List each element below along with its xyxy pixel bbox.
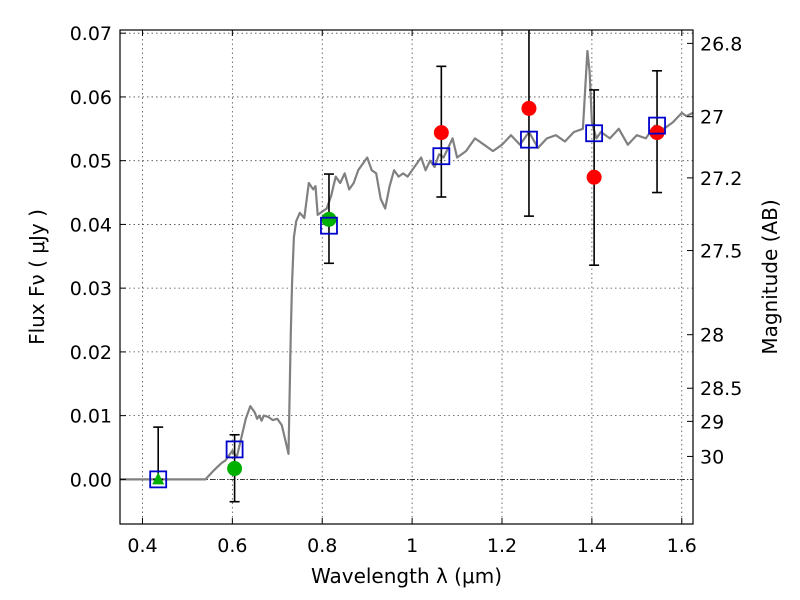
y-tick-label: 0.04 xyxy=(70,214,112,236)
model-photometry-point xyxy=(432,147,451,166)
y2-tick-label: 28 xyxy=(700,325,724,347)
y2-tick-label: 27.2 xyxy=(700,168,742,190)
x-tick-label: 0.4 xyxy=(127,535,157,557)
model-photometry-point xyxy=(520,130,538,149)
x-tick-label: 1.2 xyxy=(487,535,517,557)
x-tick-label: 1 xyxy=(406,535,418,557)
x-axis-title: Wavelength λ (μm) xyxy=(311,564,502,588)
y-tick-label: 0.01 xyxy=(70,406,112,428)
y2-tick-label: 27 xyxy=(700,107,724,129)
y-tick-label: 0.05 xyxy=(70,151,112,173)
model-photometry-point xyxy=(149,470,168,489)
model-photometry-point xyxy=(585,124,604,143)
y-axis-title: Flux Fν ( μJy ) xyxy=(25,209,49,345)
plot-frame xyxy=(119,29,694,525)
model-spectrum-line xyxy=(120,49,694,481)
detected-optical-point xyxy=(321,211,337,227)
y2-tick-label: 28.5 xyxy=(700,378,742,400)
model-photometry-point xyxy=(320,216,338,235)
detected-optical-point xyxy=(227,461,243,477)
x-tick-label: 0.6 xyxy=(217,535,247,557)
observed-point xyxy=(586,169,602,185)
y2-tick-label: 29 xyxy=(700,411,724,433)
x-tick-label: 0.8 xyxy=(307,535,337,557)
y2-axis-title: Magnitude (AB) xyxy=(758,199,782,354)
x-tick-label: 1.6 xyxy=(667,535,697,557)
y2-tick-label: 30 xyxy=(700,446,724,468)
plot-layer xyxy=(120,30,694,503)
observed-point xyxy=(649,125,665,141)
observed-point xyxy=(433,125,449,141)
x-tick-label: 1.4 xyxy=(577,535,607,557)
y-tick-label: 0.00 xyxy=(70,469,112,491)
y2-tick-label: 27.5 xyxy=(700,241,742,263)
upper-limit-marker xyxy=(152,472,165,485)
y-tick-label: 0.03 xyxy=(70,278,112,300)
axis-layer: 0.4 0.6 0.8 1 1.2 1.4 1.6 0.00 0.01 0.02 0.03 0.04 0… xyxy=(70,23,743,557)
y-tick-label: 0.06 xyxy=(70,87,112,109)
y-tick-label: 0.07 xyxy=(70,23,112,45)
model-photometry-point xyxy=(225,440,244,459)
y2-tick-label: 26.8 xyxy=(700,33,742,55)
model-photometry-point xyxy=(648,116,666,135)
observed-point xyxy=(521,100,537,116)
y-tick-label: 0.02 xyxy=(70,342,112,364)
